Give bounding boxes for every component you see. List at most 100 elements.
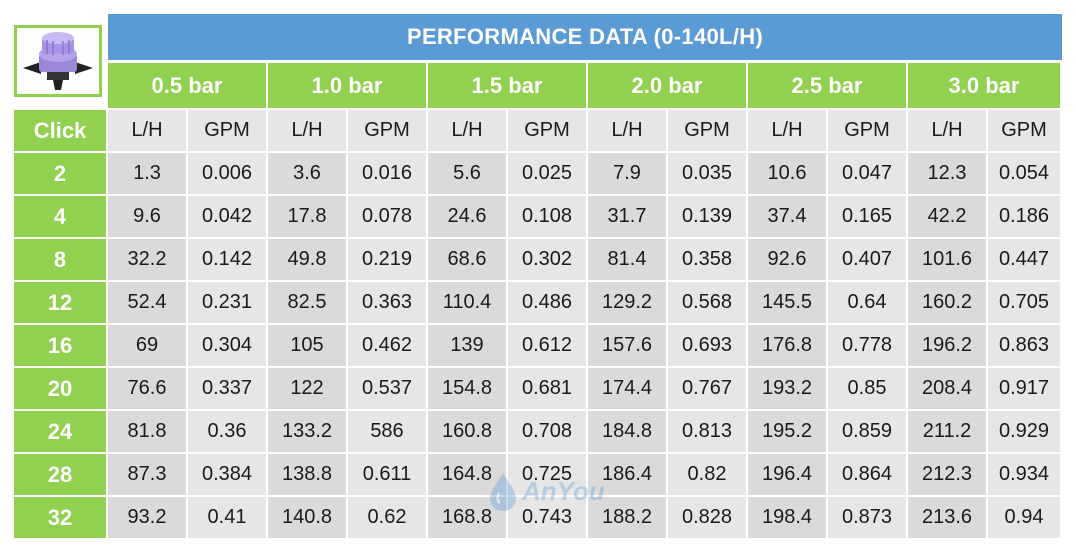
value-cell: 0.462 xyxy=(348,325,426,366)
value-cell: 211.2 xyxy=(908,411,986,452)
value-cell: 42.2 xyxy=(908,196,986,237)
value-cell: 0.64 xyxy=(828,282,906,323)
value-cell: 32.2 xyxy=(108,239,186,280)
value-cell: 0.006 xyxy=(188,153,266,194)
value-cell: 0.778 xyxy=(828,325,906,366)
value-cell: 87.3 xyxy=(108,454,186,495)
pressure-header: 2.5 bar xyxy=(748,63,906,108)
value-cell: 195.2 xyxy=(748,411,826,452)
pressure-header: 0.5 bar xyxy=(108,63,266,108)
value-cell: 0.486 xyxy=(508,282,586,323)
value-cell: 0.36 xyxy=(188,411,266,452)
value-cell: 122 xyxy=(268,368,346,409)
unit-header: GPM xyxy=(188,110,266,151)
value-cell: 193.2 xyxy=(748,368,826,409)
value-cell: 0.363 xyxy=(348,282,426,323)
value-cell: 0.016 xyxy=(348,153,426,194)
value-cell: 0.139 xyxy=(668,196,746,237)
unit-header: L/H xyxy=(908,110,986,151)
value-cell: 0.219 xyxy=(348,239,426,280)
value-cell: 0.767 xyxy=(668,368,746,409)
value-cell: 0.025 xyxy=(508,153,586,194)
value-cell: 0.165 xyxy=(828,196,906,237)
value-cell: 0.681 xyxy=(508,368,586,409)
value-cell: 5.6 xyxy=(428,153,506,194)
value-cell: 208.4 xyxy=(908,368,986,409)
value-cell: 52.4 xyxy=(108,282,186,323)
value-cell: 93.2 xyxy=(108,497,186,538)
unit-header: GPM xyxy=(828,110,906,151)
value-cell: 138.8 xyxy=(268,454,346,495)
value-cell: 196.4 xyxy=(748,454,826,495)
value-cell: 0.612 xyxy=(508,325,586,366)
value-cell: 139 xyxy=(428,325,506,366)
value-cell: 198.4 xyxy=(748,497,826,538)
value-cell: 0.82 xyxy=(668,454,746,495)
value-cell: 0.929 xyxy=(988,411,1060,452)
value-cell: 586 xyxy=(348,411,426,452)
click-cell: 32 xyxy=(14,497,106,538)
click-cell: 8 xyxy=(14,239,106,280)
value-cell: 0.708 xyxy=(508,411,586,452)
value-cell: 68.6 xyxy=(428,239,506,280)
value-cell: 0.62 xyxy=(348,497,426,538)
pressure-header: 1.5 bar xyxy=(428,63,586,108)
unit-header: L/H xyxy=(748,110,826,151)
value-cell: 0.828 xyxy=(668,497,746,538)
value-cell: 0.864 xyxy=(828,454,906,495)
unit-header: L/H xyxy=(588,110,666,151)
value-cell: 0.743 xyxy=(508,497,586,538)
value-cell: 0.047 xyxy=(828,153,906,194)
value-cell: 0.337 xyxy=(188,368,266,409)
click-cell: 12 xyxy=(14,282,106,323)
value-cell: 140.8 xyxy=(268,497,346,538)
value-cell: 186.4 xyxy=(588,454,666,495)
value-cell: 160.2 xyxy=(908,282,986,323)
click-cell: 4 xyxy=(14,196,106,237)
value-cell: 105 xyxy=(268,325,346,366)
pressure-header: 1.0 bar xyxy=(268,63,426,108)
value-cell: 164.8 xyxy=(428,454,506,495)
click-cell: 2 xyxy=(14,153,106,194)
value-cell: 0.537 xyxy=(348,368,426,409)
unit-header: GPM xyxy=(348,110,426,151)
value-cell: 0.186 xyxy=(988,196,1060,237)
value-cell: 0.384 xyxy=(188,454,266,495)
value-cell: 196.2 xyxy=(908,325,986,366)
click-cell: 20 xyxy=(14,368,106,409)
value-cell: 3.6 xyxy=(268,153,346,194)
value-cell: 0.302 xyxy=(508,239,586,280)
value-cell: 0.873 xyxy=(828,497,906,538)
value-cell: 9.6 xyxy=(108,196,186,237)
value-cell: 81.4 xyxy=(588,239,666,280)
value-cell: 212.3 xyxy=(908,454,986,495)
value-cell: 0.917 xyxy=(988,368,1060,409)
value-cell: 157.6 xyxy=(588,325,666,366)
value-cell: 154.8 xyxy=(428,368,506,409)
value-cell: 129.2 xyxy=(588,282,666,323)
value-cell: 1.3 xyxy=(108,153,186,194)
value-cell: 184.8 xyxy=(588,411,666,452)
click-cell: 16 xyxy=(14,325,106,366)
value-cell: 0.108 xyxy=(508,196,586,237)
value-cell: 49.8 xyxy=(268,239,346,280)
value-cell: 0.611 xyxy=(348,454,426,495)
value-cell: 110.4 xyxy=(428,282,506,323)
value-cell: 0.078 xyxy=(348,196,426,237)
value-cell: 0.035 xyxy=(668,153,746,194)
value-cell: 0.231 xyxy=(188,282,266,323)
dripper-product-image xyxy=(14,25,102,97)
value-cell: 133.2 xyxy=(268,411,346,452)
value-cell: 0.725 xyxy=(508,454,586,495)
value-cell: 176.8 xyxy=(748,325,826,366)
value-cell: 31.7 xyxy=(588,196,666,237)
value-cell: 17.8 xyxy=(268,196,346,237)
value-cell: 0.94 xyxy=(988,497,1060,538)
pressure-header: 3.0 bar xyxy=(908,63,1060,108)
value-cell: 76.6 xyxy=(108,368,186,409)
value-cell: 0.054 xyxy=(988,153,1060,194)
value-cell: 0.693 xyxy=(668,325,746,366)
value-cell: 37.4 xyxy=(748,196,826,237)
unit-header: GPM xyxy=(988,110,1060,151)
